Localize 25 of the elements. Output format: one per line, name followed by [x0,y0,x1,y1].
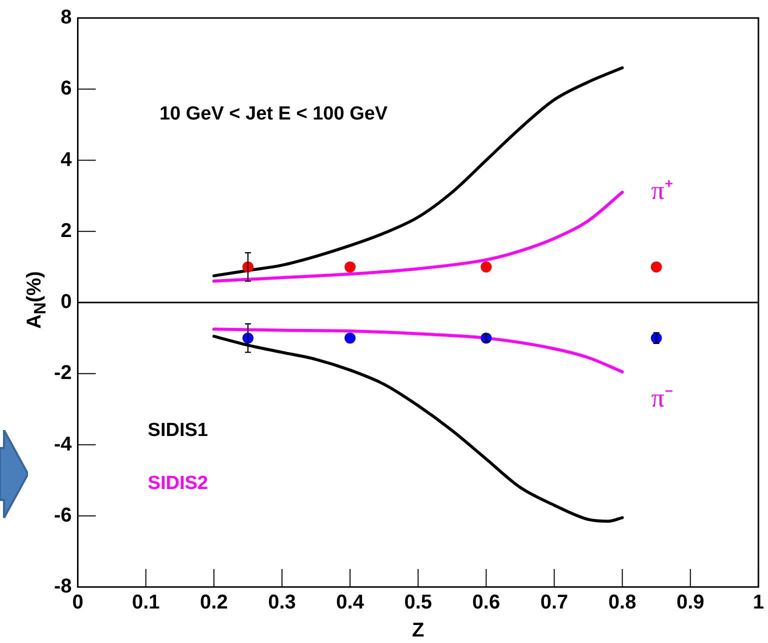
x-tick-label: 0.5 [404,592,432,614]
y-tick-label: 4 [60,148,73,171]
x-tick-label: 0.6 [472,592,500,614]
annotation: π⁺ [651,176,674,206]
annotation: 10 GeV < Jet E < 100 GeV [159,103,388,124]
y-tick-label: -4 [54,433,73,456]
x-tick-label: 0.2 [200,592,228,614]
x-tick-label: 1 [752,592,764,614]
y-tick-label: -2 [54,362,72,384]
x-tick-label: 0.4 [336,592,365,614]
y-tick-label: 8 [60,6,72,29]
x-tick-label: 0.3 [268,592,296,614]
x-axis-title: Z [412,620,424,642]
text: SIDIS1 [148,420,208,442]
x-tick-label: 0.1 [132,592,160,614]
y-tick-label: -6 [54,504,72,526]
y-tick-label: 6 [60,78,72,100]
x-tick-label: 0.7 [540,592,568,614]
text: SIDIS2 [148,472,208,495]
y-tick-label: -8 [54,576,72,598]
annotation: π⁻ [651,384,674,413]
x-tick-label: 0.9 [676,592,704,614]
y-tick-label: 2 [60,220,72,242]
y-tick-label: 0 [60,291,72,314]
x-tick-label: 0.8 [608,592,636,614]
